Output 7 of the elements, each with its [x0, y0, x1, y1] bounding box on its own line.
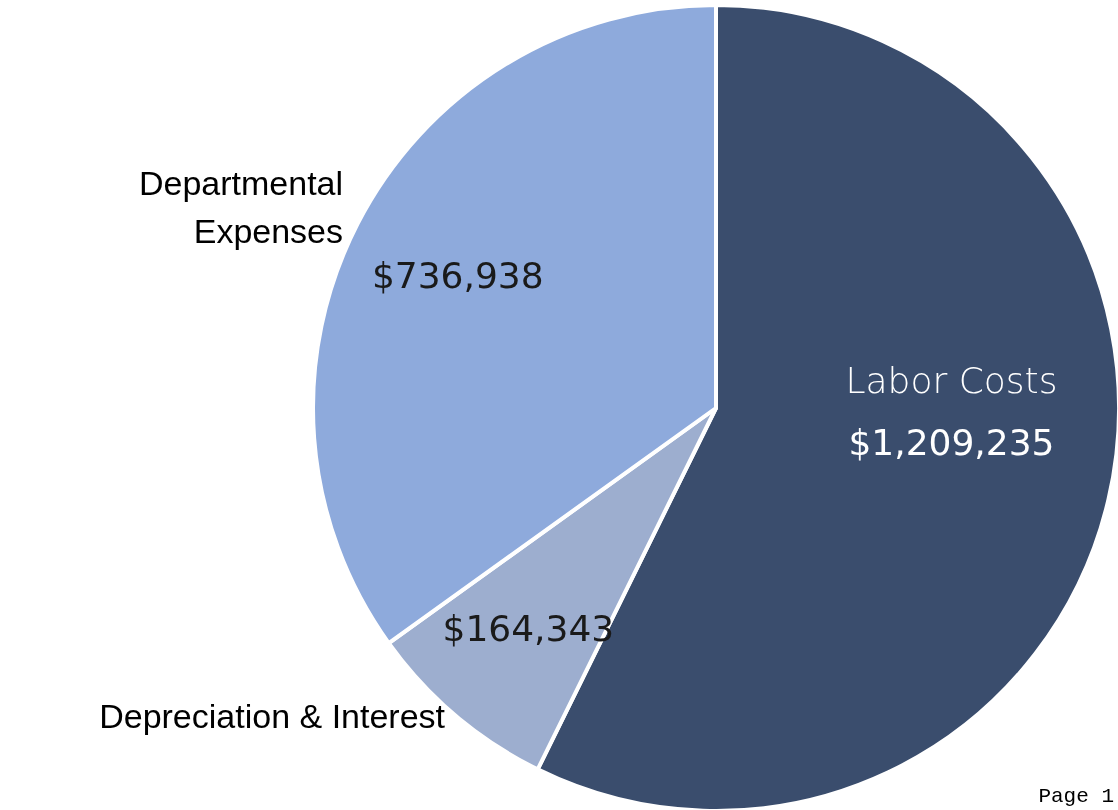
- slice-label: Depreciation & Interest: [99, 696, 446, 735]
- data-label: $1,209,235: [848, 421, 1055, 463]
- data-label: $736,938: [371, 254, 544, 296]
- data-label: $164,343: [442, 608, 615, 650]
- text: Page 1: [1038, 785, 1114, 808]
- slice-label: Departmental Expenses: [138, 163, 344, 250]
- slice-label: Labor Costs: [845, 359, 1058, 401]
